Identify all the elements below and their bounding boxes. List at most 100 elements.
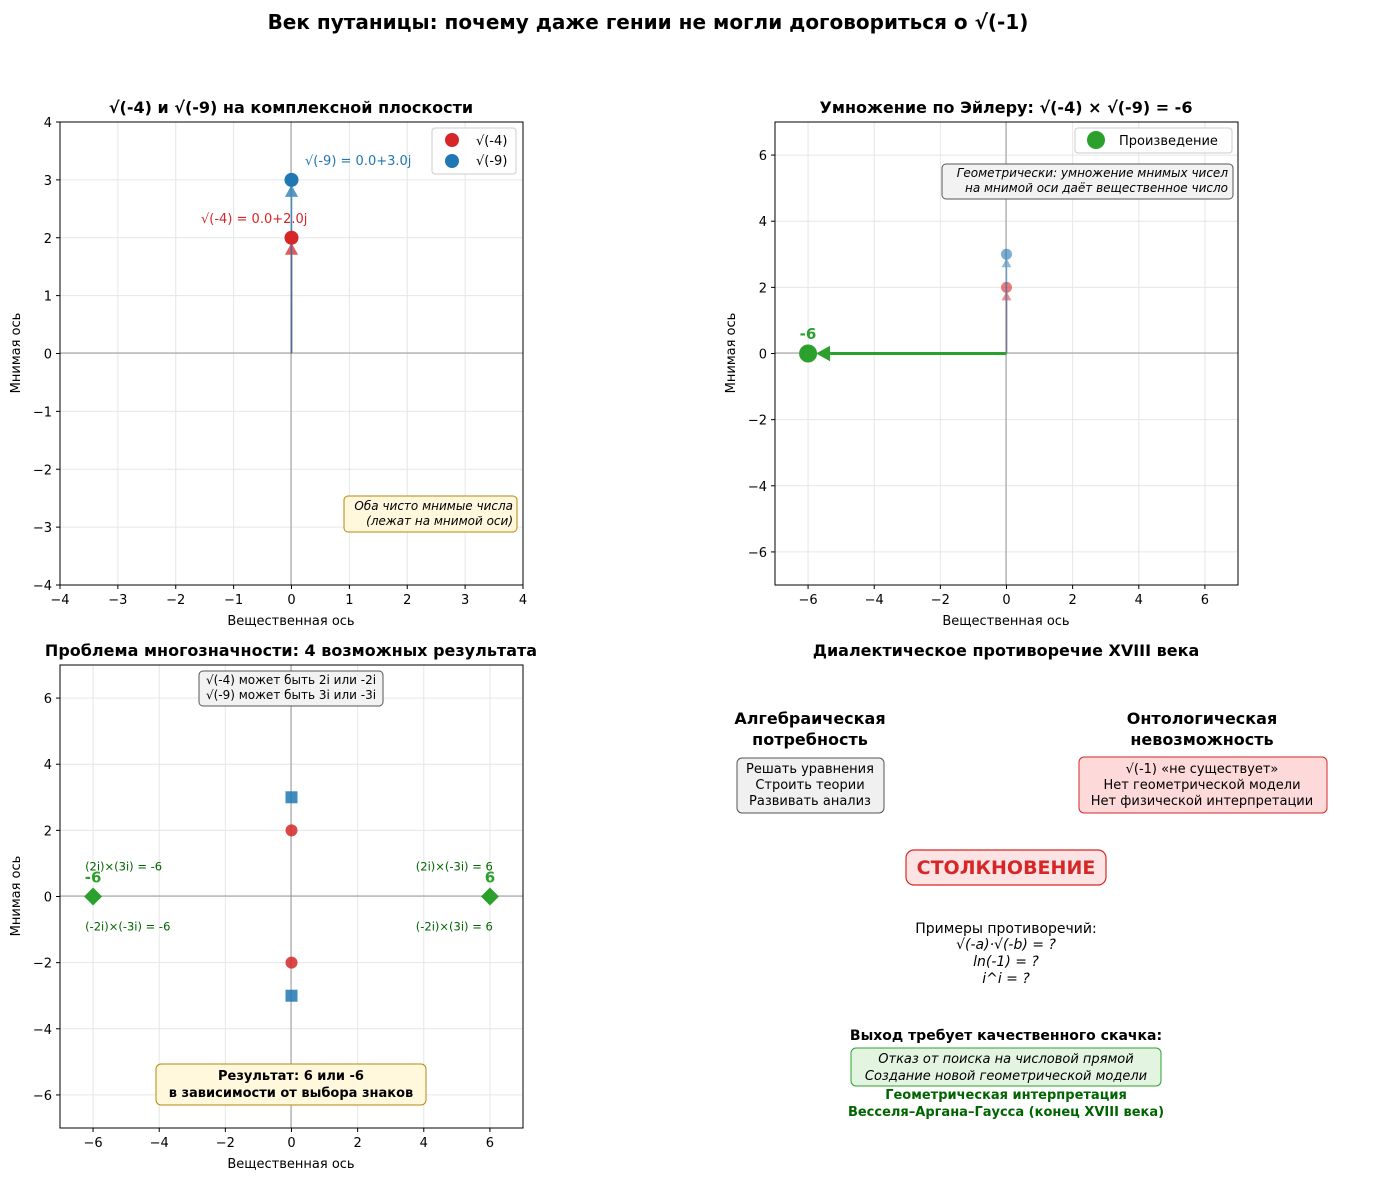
product-label: 6 bbox=[485, 869, 495, 887]
left-items-box: Решать уравнения Строить теории Развиват… bbox=[736, 757, 885, 814]
plot3-labels: -6 6 (2i)×(3i) = -6 (-2i)×(-3i) = -6 (2i)×(-… bbox=[85, 860, 495, 934]
combination-label: (-2i)×(3i) = 6 bbox=[416, 919, 493, 933]
plot1-frame bbox=[59, 121, 524, 586]
clash-label: СТОЛКНОВЕНИЕ bbox=[917, 857, 1096, 879]
plot2-note-line-1: Геометрически: умножение мнимых чисел bbox=[957, 166, 1229, 180]
plot2-note-line-2: на мнимой оси даёт вещественное число bbox=[965, 181, 1228, 195]
y-tick-label: −3 bbox=[33, 521, 52, 536]
x-tick-label: 1 bbox=[345, 593, 353, 608]
x-tick-label: 2 bbox=[354, 1136, 362, 1151]
y-tick-label: 0 bbox=[44, 891, 52, 906]
plot2-note-box: Геометрически: умножение мнимых чисел на… bbox=[941, 163, 1234, 200]
plot2-title: Умножение по Эйлеру: √(-4) × √(-9) = -6 bbox=[820, 98, 1193, 117]
plot3-ticks: −6 −4 −2 0 2 4 6 −6 −4 −2 0 2 4 6 bbox=[33, 692, 494, 1151]
factor-point-2 bbox=[1001, 248, 1012, 260]
y-tick-label: 2 bbox=[759, 281, 767, 296]
x-tick-label: −6 bbox=[83, 1136, 102, 1151]
right-item: Нет геометрической модели bbox=[1103, 778, 1300, 793]
point-2 bbox=[284, 172, 299, 187]
x-tick-label: −6 bbox=[798, 593, 817, 608]
x-tick-label: −2 bbox=[216, 1136, 235, 1151]
product-diamond bbox=[84, 887, 103, 906]
x-tick-label: −2 bbox=[931, 593, 950, 608]
product-diamond bbox=[480, 887, 499, 906]
left-heading-line-2: потребность bbox=[752, 730, 868, 749]
x-tick-label: −3 bbox=[108, 593, 127, 608]
y-tick-label: 2 bbox=[44, 824, 52, 839]
x-tick-label: 4 bbox=[519, 593, 527, 608]
right-items-box: √(-1) «не существует» Нет геометрической… bbox=[1078, 756, 1328, 814]
point-1 bbox=[284, 230, 299, 245]
x-tick-label: −4 bbox=[50, 593, 69, 608]
combination-label: (2i)×(-3i) = 6 bbox=[416, 860, 493, 874]
y-tick-label: 4 bbox=[759, 215, 767, 230]
y-tick-label: 1 bbox=[44, 290, 52, 305]
left-item: Решать уравнения bbox=[746, 762, 874, 777]
plot3-title: Проблема многозначности: 4 возможных рез… bbox=[45, 641, 537, 660]
x-tick-label: 0 bbox=[1002, 593, 1010, 608]
left-item: Строить теории bbox=[755, 778, 864, 793]
left-item: Развивать анализ bbox=[749, 794, 871, 809]
plot1-point-label-2: √(-9) = 0.0+3.0j bbox=[305, 154, 411, 169]
plot1-marks bbox=[284, 172, 299, 354]
exit-result-line-1: Геометрическая интерпретация bbox=[885, 1088, 1127, 1103]
x-tick-label: 6 bbox=[486, 1136, 494, 1151]
plot2-ylabel: Мнимая ось bbox=[724, 313, 739, 394]
vector-2-head bbox=[284, 184, 299, 197]
right-item: √(-1) «не существует» bbox=[1126, 762, 1279, 777]
plot3-ylabel: Мнимая ось bbox=[9, 856, 24, 937]
plot1-title: √(-4) и √(-9) на комплексной плоскости bbox=[109, 98, 473, 117]
x-tick-label: −2 bbox=[166, 593, 185, 608]
plot2-marks bbox=[799, 248, 1012, 363]
left-heading-line-1: Алгебраическая bbox=[734, 709, 885, 728]
legend-marker-sqrt-minus9 bbox=[445, 154, 459, 168]
y-tick-label: −4 bbox=[33, 1023, 52, 1038]
plot3-xlabel: Вещественная ось bbox=[227, 1157, 354, 1172]
legend-label-sqrt-minus9: √(-9) bbox=[476, 154, 507, 169]
y-tick-label: −4 bbox=[748, 480, 767, 495]
plot1-ylabel: Мнимая ось bbox=[9, 313, 24, 394]
plot1-legend: √(-4) √(-9) bbox=[431, 127, 517, 175]
plot3-result-box: Результат: 6 или -6 в зависимости от выб… bbox=[155, 1063, 427, 1106]
dialectic-panel: Диалектическое противоречие XVIII века А… bbox=[734, 641, 1328, 1120]
exit-box: Отказ от поиска на числовой прямой Созда… bbox=[850, 1047, 1162, 1087]
plot2-ticks: −6 −4 −2 0 2 4 6 −6 −4 −2 0 2 4 6 bbox=[748, 149, 1209, 608]
right-item: Нет физической интерпретации bbox=[1091, 794, 1313, 809]
x-tick-label: 4 bbox=[420, 1136, 428, 1151]
plot1-note-box: Оба чисто мнимые числа (лежат на мнимой … bbox=[343, 495, 518, 533]
plot2-frame bbox=[774, 121, 1239, 586]
right-heading-line-2: невозможность bbox=[1130, 730, 1273, 749]
y-tick-label: −6 bbox=[33, 1089, 52, 1104]
x-tick-label: −1 bbox=[224, 593, 243, 608]
legend-marker-product bbox=[1087, 131, 1105, 149]
y-tick-label: −2 bbox=[33, 957, 52, 972]
x-tick-label: 6 bbox=[1201, 593, 1209, 608]
exit-item: Отказ от поиска на числовой прямой bbox=[878, 1052, 1133, 1067]
y-tick-label: −2 bbox=[33, 463, 52, 478]
example-item: ln(-1) = ? bbox=[973, 954, 1039, 970]
examples-title: Примеры противоречий: bbox=[915, 921, 1096, 937]
root-of-minus9 bbox=[285, 791, 298, 804]
combination-label: (-2i)×(-3i) = -6 bbox=[85, 919, 170, 933]
exit-item: Создание новой геометрической модели bbox=[865, 1069, 1147, 1084]
plot3-info-box: √(-4) может быть 2i или -2i √(-9) может … bbox=[198, 670, 384, 707]
plot3-info-line-2: √(-9) может быть 3i или -3i bbox=[206, 688, 376, 702]
root-of-minus4 bbox=[285, 824, 298, 837]
x-tick-label: 2 bbox=[1069, 593, 1077, 608]
plot3-result-line-2: в зависимости от выбора знаков bbox=[169, 1086, 414, 1101]
legend-label-sqrt-minus4: √(-4) bbox=[476, 134, 507, 149]
plot3-info-line-1: √(-4) может быть 2i или -2i bbox=[206, 673, 376, 687]
legend-marker-sqrt-minus4 bbox=[445, 133, 459, 147]
plot1-xlabel: Вещественная ось bbox=[227, 614, 354, 629]
y-tick-label: 0 bbox=[759, 348, 767, 363]
x-tick-label: 2 bbox=[403, 593, 411, 608]
y-tick-label: 2 bbox=[44, 232, 52, 247]
y-tick-label: 4 bbox=[44, 758, 52, 773]
example-item: √(-a)·√(-b) = ? bbox=[956, 937, 1056, 953]
figure-title: Век путаницы: почему даже гении не могли… bbox=[268, 10, 1029, 34]
plot2-product-label: -6 bbox=[800, 325, 817, 343]
plot3-result-line-1: Результат: 6 или -6 bbox=[218, 1069, 364, 1084]
combination-label: (2i)×(3i) = -6 bbox=[85, 860, 162, 874]
y-tick-label: −4 bbox=[33, 579, 52, 594]
